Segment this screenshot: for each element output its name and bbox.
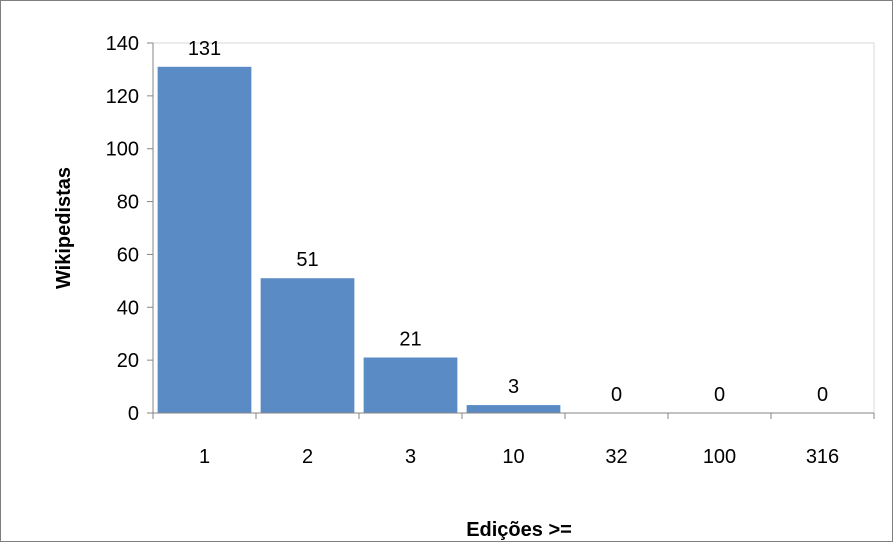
bar-1 (157, 66, 252, 414)
x-tick-label-100: 100 (703, 446, 736, 468)
y-tick-label-60: 60 (117, 244, 139, 266)
y-tick-label-120: 120 (106, 86, 139, 108)
y-tick-label-0: 0 (128, 403, 139, 425)
y-tick-label-100: 100 (106, 139, 139, 161)
y-tick-label-20: 20 (117, 350, 139, 372)
data-label-100: 0 (714, 384, 725, 406)
data-label-2: 51 (296, 249, 318, 271)
data-label-316: 0 (817, 384, 828, 406)
bar-10 (466, 405, 561, 413)
data-label-10: 3 (508, 376, 519, 398)
y-axis-title: Wikipedistas (53, 167, 75, 289)
bar-2 (260, 278, 355, 413)
x-tick-label-3: 3 (405, 446, 416, 468)
data-label-3: 21 (399, 329, 421, 351)
y-tick-label-40: 40 (117, 297, 139, 319)
x-tick-label-316: 316 (806, 446, 839, 468)
x-tick-label-2: 2 (302, 446, 313, 468)
data-label-32: 0 (611, 384, 622, 406)
x-tick-label-32: 32 (605, 446, 627, 468)
y-tick-label-80: 80 (117, 192, 139, 214)
x-axis-title: Edições >= (466, 519, 572, 541)
data-label-1: 131 (188, 38, 221, 60)
y-tick-label-140: 140 (106, 33, 139, 55)
x-tick-label-10: 10 (502, 446, 524, 468)
x-tick-label-1: 1 (199, 446, 210, 468)
bar-3 (363, 357, 458, 413)
